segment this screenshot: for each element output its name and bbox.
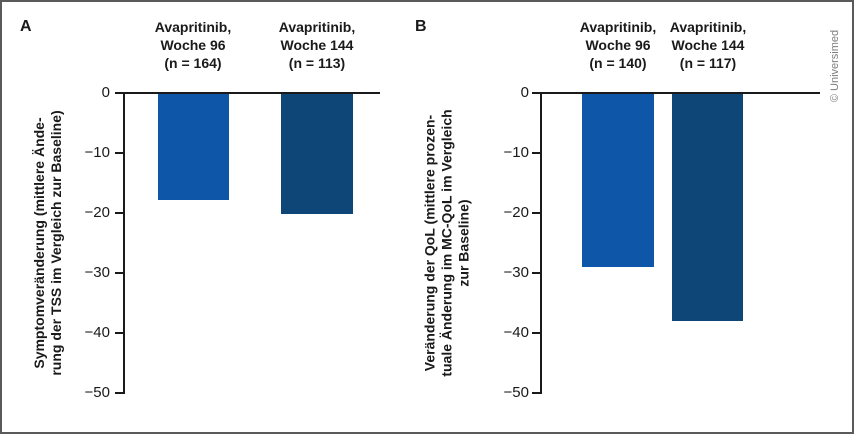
panel-b-zero-line [540,92,820,94]
y-tick-mark [115,272,123,274]
panel-b-group-header-woche-96: Avapritinib, Woche 96 (n = 140) [579,19,657,71]
y-tick-label: −10 [503,144,529,161]
panel-b-label: B [415,18,427,35]
y-tick-label: 0 [101,84,110,101]
panel-a-zero-line [123,92,380,94]
y-tick-mark [115,392,123,394]
panel-b-y-axis-title: Veränderung der QoL (mittlere prozen- tu… [421,109,472,377]
y-tick-label: −40 [84,324,110,341]
bar-a-0 [158,94,229,200]
y-tick-mark [532,332,540,334]
panel-a-y-axis-line [123,92,125,394]
bar-a-1 [281,94,353,214]
panel-b-y-axis-line [540,92,542,394]
bar-b-0 [582,94,654,267]
y-tick-mark [115,152,123,154]
panel-a-group-header-woche-96: Avapritinib, Woche 96 (n = 164) [154,19,232,71]
panel-a-group-header-woche-144: Avapritinib, Woche 144 (n = 113) [278,19,356,71]
copyright-credit: © Universimed [829,29,841,103]
panel-a-y-axis-title: Symptomveränderung (mittlere Ände- rung … [31,110,64,376]
y-tick-mark [115,212,123,214]
y-tick-label: −20 [503,204,529,221]
panel-a: A Avapritinib, Woche 96 (n = 164) Avapri… [2,2,412,432]
y-tick-label: −50 [84,384,110,401]
y-tick-label: −30 [84,264,110,281]
y-tick-label: −50 [503,384,529,401]
y-tick-mark [532,212,540,214]
y-tick-label: −40 [503,324,529,341]
y-tick-mark [115,332,123,334]
panel-a-label: A [20,18,32,35]
y-tick-mark [532,92,540,94]
panel-b: B Avapritinib, Woche 96 (n = 140) Avapri… [395,2,843,432]
y-tick-mark [532,272,540,274]
panel-b-group-header-woche-144: Avapritinib, Woche 144 (n = 117) [669,19,747,71]
y-tick-mark [532,392,540,394]
y-tick-mark [532,152,540,154]
bar-b-1 [672,94,743,321]
y-tick-label: −30 [503,264,529,281]
y-tick-label: −10 [84,144,110,161]
y-tick-label: −20 [84,204,110,221]
y-tick-mark [115,92,123,94]
y-tick-label: 0 [520,84,529,101]
